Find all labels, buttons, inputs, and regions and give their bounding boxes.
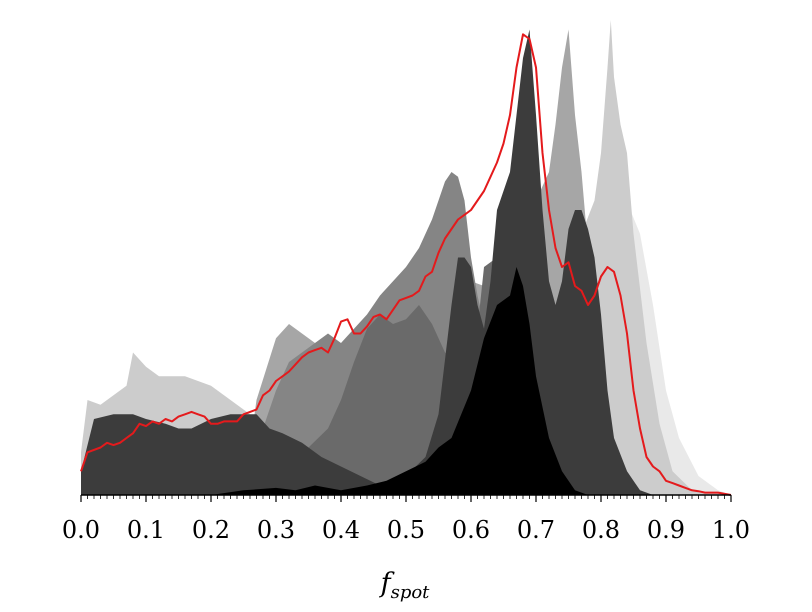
x-axis xyxy=(80,494,732,502)
plot-areas xyxy=(80,20,732,496)
x-tick-label: 1.0 xyxy=(712,516,750,544)
x-tick-label: 0.3 xyxy=(257,516,295,544)
x-tick-label: 0.9 xyxy=(647,516,685,544)
x-tick-label: 0.0 xyxy=(62,516,100,544)
x-tick-label: 0.6 xyxy=(452,516,490,544)
x-tick-label: 0.8 xyxy=(582,516,620,544)
series-area-5 xyxy=(81,172,731,495)
x-tick-label: 0.4 xyxy=(322,516,360,544)
x-tick-labels: 0.0 0.1 0.2 0.3 0.4 0.5 0.6 0.7 0.8 0.9 1.0 xyxy=(62,516,750,544)
x-tick-label: 0.7 xyxy=(517,516,555,544)
x-axis-label: fspot xyxy=(379,568,431,603)
x-tick-label: 0.1 xyxy=(127,516,165,544)
x-tick-label: 0.5 xyxy=(387,516,425,544)
x-tick-label: 0.2 xyxy=(192,516,230,544)
series-area-6 xyxy=(81,29,731,495)
series-line-8 xyxy=(80,33,732,496)
x-axis-label-subscript: spot xyxy=(391,582,431,603)
